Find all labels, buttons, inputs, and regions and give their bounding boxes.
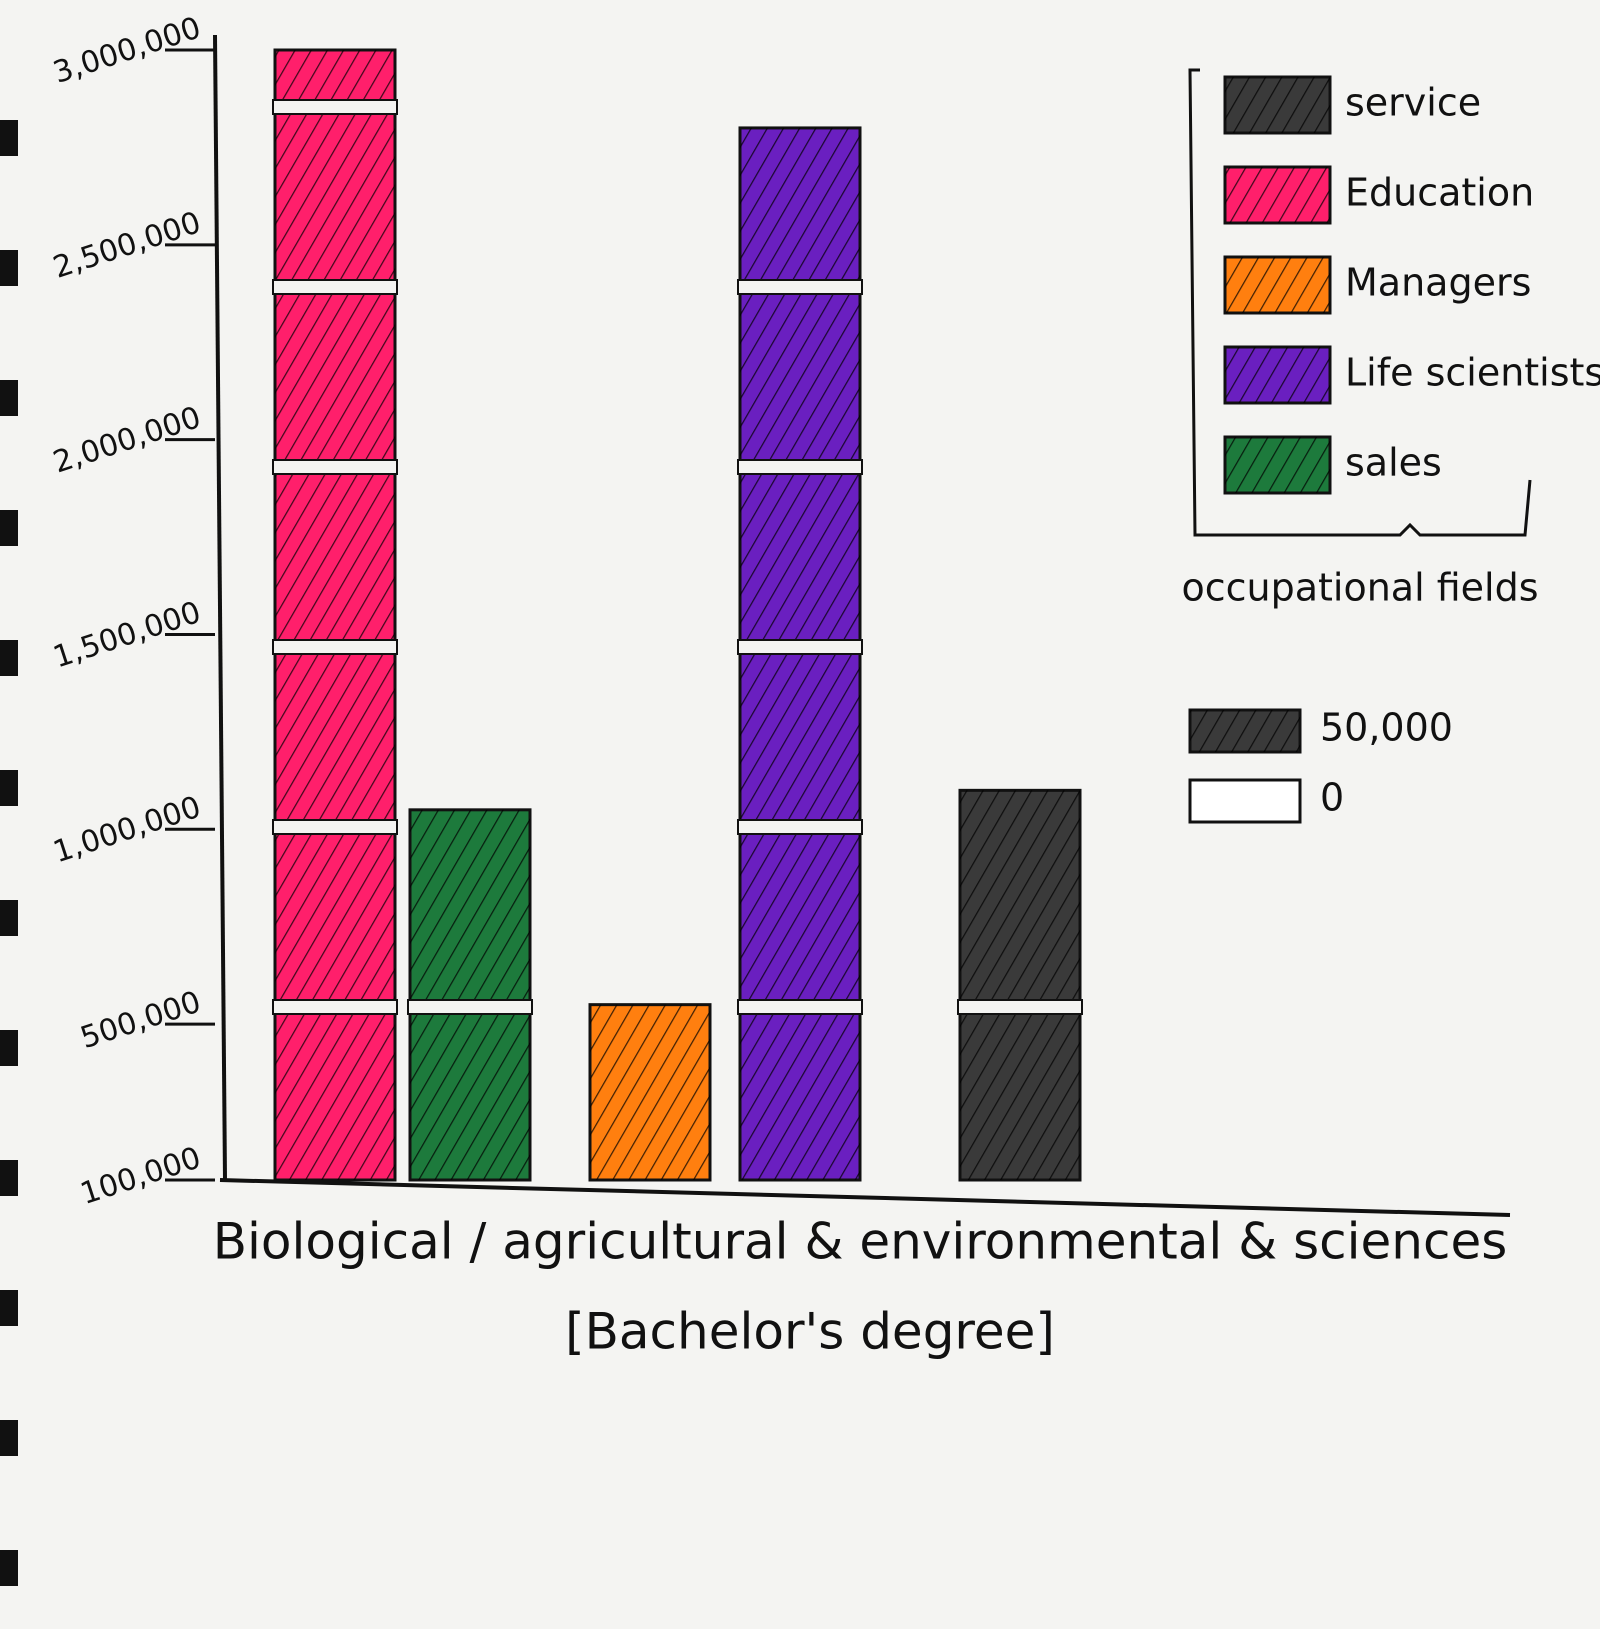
legend-label: Life scientists <box>1345 351 1600 395</box>
block-gap <box>272 639 398 655</box>
x-axis-label: Biological / agricultural & environmenta… <box>213 1213 1508 1271</box>
block-gap <box>957 999 1083 1015</box>
unit-label: 0 <box>1320 776 1344 820</box>
legend-swatch-hatch <box>1225 167 1330 223</box>
block-gap <box>737 279 863 295</box>
block-gap <box>737 999 863 1015</box>
legend-label: service <box>1345 81 1481 125</box>
block-gap <box>407 999 533 1015</box>
block-gap <box>737 819 863 835</box>
block-gap <box>737 459 863 475</box>
legend-swatch-hatch <box>1225 347 1330 403</box>
legend-title: occupational fields <box>1181 566 1538 610</box>
legend-bracket <box>1188 68 1532 537</box>
x-axis <box>219 1178 1511 1217</box>
unit-swatch-hatch <box>1190 710 1300 752</box>
legend-label: sales <box>1345 441 1442 485</box>
x-axis-sublabel: [Bachelor's degree] <box>565 1303 1055 1361</box>
legend-swatch-hatch <box>1225 257 1330 313</box>
block-gap <box>272 99 398 115</box>
legend-label: Education <box>1345 171 1534 215</box>
unit-label: 50,000 <box>1320 706 1453 750</box>
block-gap <box>272 819 398 835</box>
unit-swatch <box>1188 778 1302 824</box>
legend-label: Managers <box>1345 261 1531 305</box>
bar <box>958 788 1082 1182</box>
block-gap <box>272 279 398 295</box>
bar <box>408 808 532 1182</box>
y-axis <box>213 34 227 1181</box>
binder-holes <box>0 120 18 1586</box>
legend-swatch-hatch <box>1225 437 1330 493</box>
bar <box>588 1003 712 1182</box>
block-gap <box>272 459 398 475</box>
block-gap <box>737 639 863 655</box>
legend-swatch-hatch <box>1225 77 1330 133</box>
block-gap <box>272 999 398 1015</box>
